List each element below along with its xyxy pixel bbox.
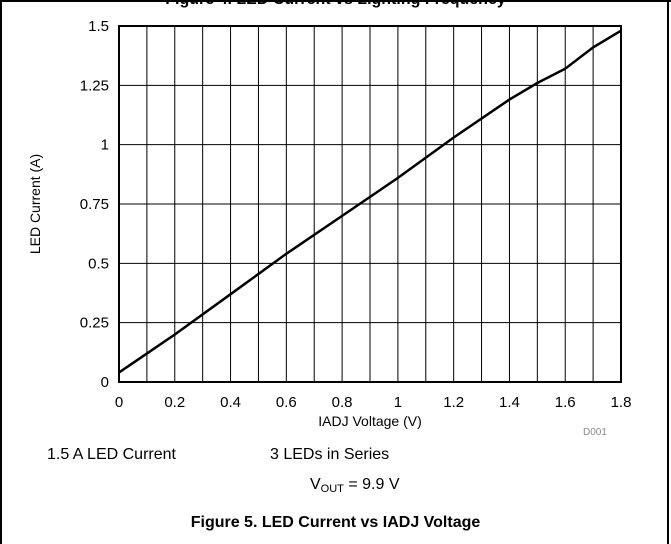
- y-tick-label: 0.5: [88, 255, 109, 272]
- y-tick-label: 0.75: [80, 196, 109, 213]
- vout-subscript: OUT: [320, 483, 344, 495]
- x-axis-ticks: 0 0.2 0.4 0.6 0.8 1 1.2 1.4 1.6 1.8: [115, 394, 632, 411]
- condition-led-current: 1.5 A LED Current: [47, 446, 176, 463]
- vout-value: = 9.9 V: [343, 476, 400, 493]
- series-line: [118, 29, 622, 374]
- x-tick-label: 0: [115, 394, 123, 411]
- grid: [119, 26, 621, 382]
- x-tick-label: 1.6: [555, 394, 576, 411]
- y-tick-label: 0: [101, 374, 109, 391]
- x-tick-label: 0.2: [164, 394, 185, 411]
- x-tick-label: 1.8: [611, 394, 632, 411]
- condition-leds-in-series: 3 LEDs in Series: [270, 446, 390, 463]
- figure-caption: Figure 5. LED Current vs IADJ Voltage: [190, 514, 481, 531]
- condition-vout: VOUT = 9.9 V: [310, 476, 400, 495]
- y-tick-label: 1: [101, 137, 109, 154]
- x-axis-title: IADJ Voltage (V): [318, 413, 422, 429]
- x-tick-label: 1.4: [499, 394, 520, 411]
- x-tick-label: 0.6: [276, 394, 297, 411]
- vout-symbol: V: [310, 476, 321, 493]
- y-axis-ticks: 0 0.25 0.5 0.75 1 1.25 1.5: [80, 18, 109, 391]
- y-tick-label: 1.25: [80, 77, 109, 94]
- x-tick-label: 1.2: [443, 394, 464, 411]
- y-tick-label: 0.25: [80, 315, 109, 332]
- top-rule: [0, 0, 671, 2]
- y-tick-label: 1.5: [88, 18, 109, 35]
- figure-code: D001: [583, 427, 607, 438]
- y-axis-title: LED Current (A): [27, 154, 43, 254]
- previous-figure-caption: Figure 4. LED Current vs Lighting Freque…: [0, 0, 671, 9]
- plot-area: [118, 25, 622, 383]
- x-tick-label: 0.4: [220, 394, 241, 411]
- x-tick-label: 0.8: [332, 394, 353, 411]
- x-tick-label: 1: [394, 394, 402, 411]
